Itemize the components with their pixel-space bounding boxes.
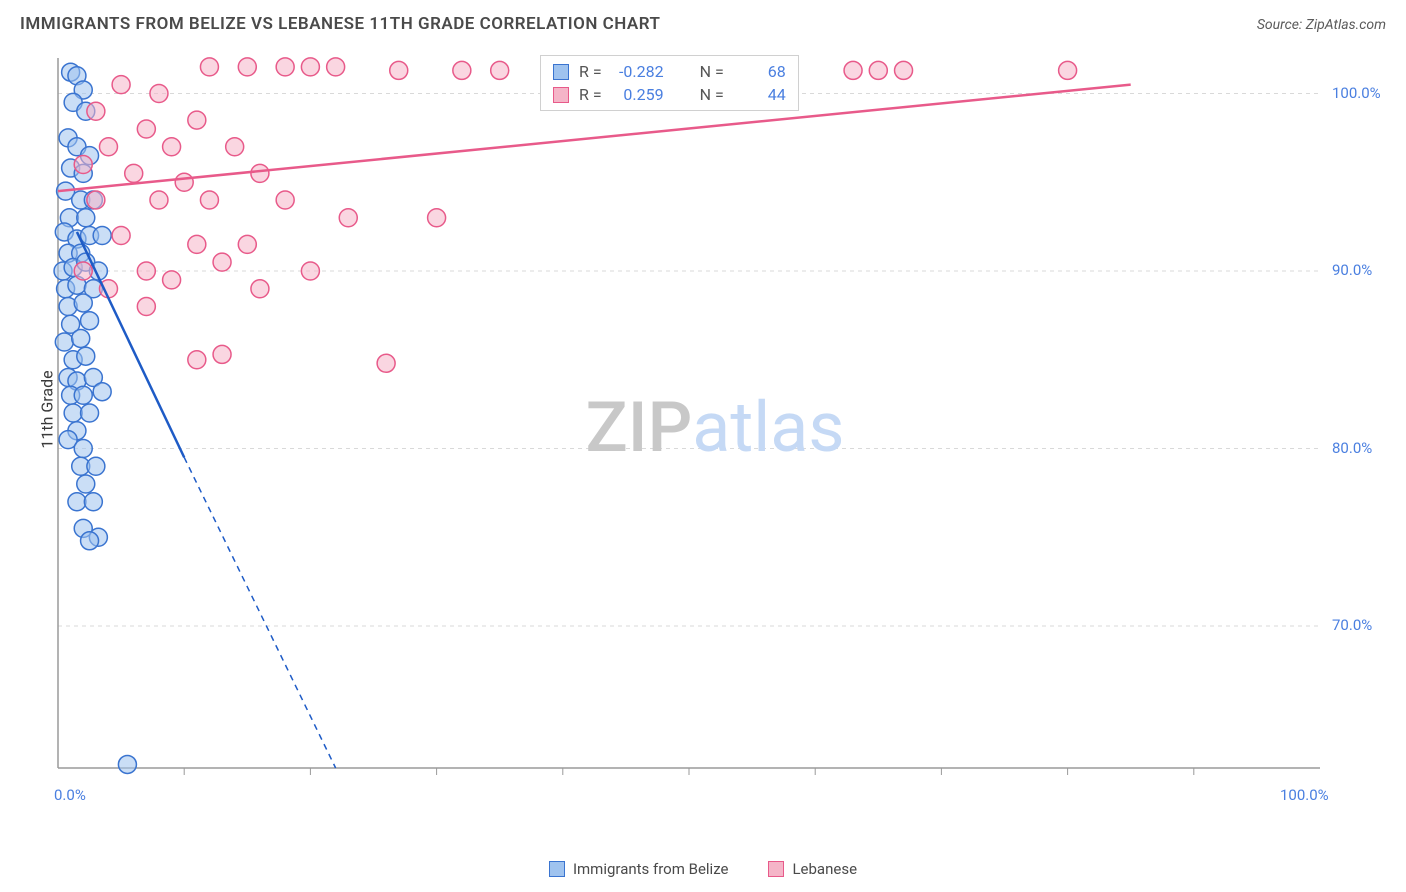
- plot-area: ZIPatlas: [50, 48, 1380, 808]
- correlation-row: R = -0.282N = 68: [553, 60, 786, 83]
- correlation-legend: R = -0.282N = 68R = 0.259N = 44: [540, 55, 799, 111]
- x-tick-label: 0.0%: [54, 786, 86, 804]
- source-label: Source: ZipAtlas.com: [1257, 17, 1386, 33]
- legend-label: Immigrants from Belize: [573, 860, 729, 878]
- legend-swatch-icon: [553, 87, 569, 103]
- title-bar: IMMIGRANTS FROM BELIZE VS LEBANESE 11TH …: [20, 14, 1386, 34]
- y-tick-label: 100.0%: [1332, 84, 1381, 102]
- scatter-chart: [50, 48, 1380, 808]
- chart-title: IMMIGRANTS FROM BELIZE VS LEBANESE 11TH …: [20, 14, 660, 34]
- correlation-row: R = 0.259N = 44: [553, 83, 786, 106]
- legend-swatch-icon: [553, 64, 569, 80]
- legend-swatch-icon: [549, 861, 565, 877]
- y-tick-label: 80.0%: [1332, 439, 1372, 457]
- y-tick-label: 70.0%: [1332, 616, 1372, 634]
- legend-item: Immigrants from Belize: [549, 860, 729, 878]
- bottom-legend: Immigrants from Belize Lebanese: [0, 860, 1406, 878]
- legend-swatch-icon: [768, 861, 784, 877]
- y-tick-label: 90.0%: [1332, 261, 1372, 279]
- legend-item: Lebanese: [768, 860, 857, 878]
- legend-label: Lebanese: [792, 860, 857, 878]
- x-tick-label: 100.0%: [1280, 786, 1329, 804]
